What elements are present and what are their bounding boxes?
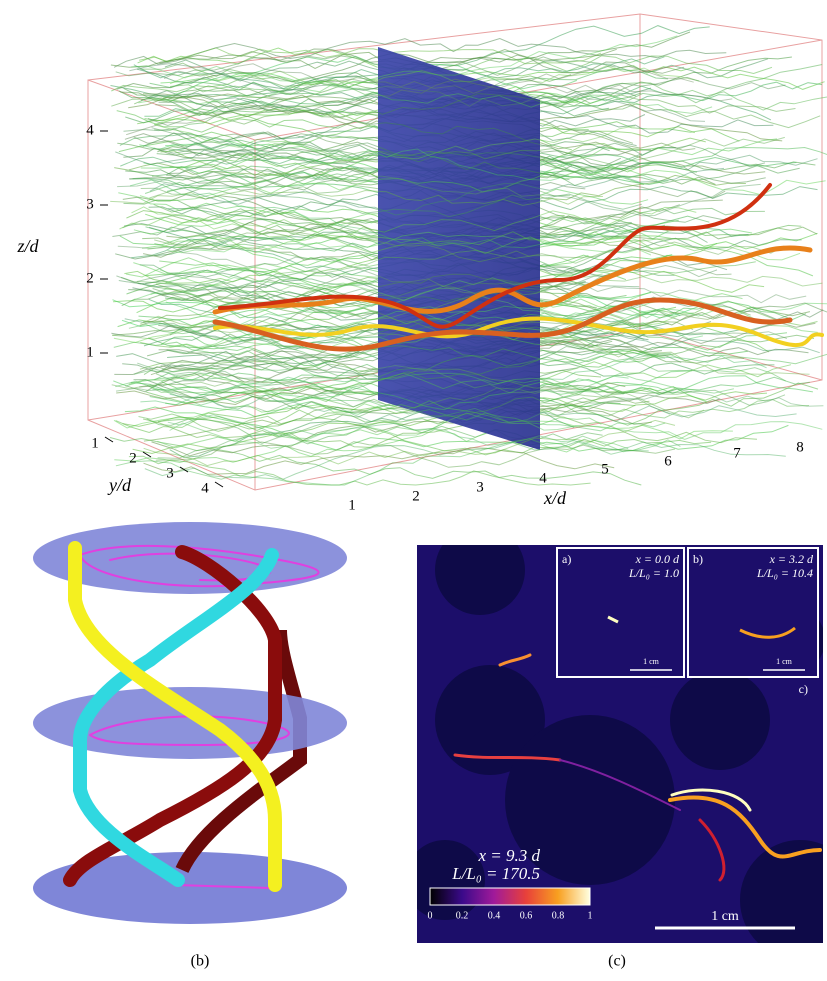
obstacle xyxy=(435,525,525,615)
panel-b: (b) xyxy=(33,522,347,970)
figure: z/d 1 2 3 4 1 2 3 4 y/d 1 2 3 4 5 6 7 8 … xyxy=(0,0,827,976)
z-tick-label: 4 xyxy=(86,122,94,138)
colorbar-tick-label: 0 xyxy=(428,910,433,921)
x-axis-label: x/d xyxy=(543,488,567,508)
z-tick-label: 1 xyxy=(86,344,94,360)
main-stretch: L/L₀ = 170.5 xyxy=(451,864,540,883)
colorbar-tick-label: 0.8 xyxy=(552,910,565,921)
panel-tag: c) xyxy=(799,682,808,696)
x-tick-label: 8 xyxy=(796,439,804,455)
inset-stretch: L/L₀ = 10.4 xyxy=(756,566,813,580)
x-tick-label: 6 xyxy=(664,453,672,469)
scale-label: 1 cm xyxy=(711,909,739,924)
main-position: x = 9.3 d xyxy=(477,846,540,865)
caption: (c) xyxy=(608,953,626,970)
y-tick-label: 2 xyxy=(129,450,137,466)
z-tick-label: 3 xyxy=(86,196,94,212)
colorbar-tick-label: 0.2 xyxy=(456,910,469,921)
inset-stretch: L/L₀ = 1.0 xyxy=(628,566,679,580)
inset-tag: a) xyxy=(562,552,571,566)
x-tick-label: 5 xyxy=(601,461,609,477)
z-axis-label: z/d xyxy=(16,236,39,256)
y-tick xyxy=(215,482,223,487)
inset-position: x = 0.0 d xyxy=(635,552,680,566)
inset-tag: b) xyxy=(693,552,703,566)
colorbar-tick-label: 0.4 xyxy=(488,910,501,921)
panel-c: a) x = 0.0 d L/L₀ = 1.0 1 cm b) x = 3.2 … xyxy=(405,525,827,970)
colorbar xyxy=(430,888,590,905)
obstacle xyxy=(670,670,770,770)
y-tick-label: 4 xyxy=(201,480,209,496)
y-tick-label: 3 xyxy=(166,465,174,481)
caption: (b) xyxy=(191,953,210,970)
x-tick-label: 1 xyxy=(348,497,356,513)
inset-scale: 1 cm xyxy=(643,657,660,666)
colorbar-tick-label: 1 xyxy=(588,910,593,921)
colorbar-tick-label: 0.6 xyxy=(520,910,533,921)
y-axis-label: y/d xyxy=(107,475,132,495)
inset-position: x = 3.2 d xyxy=(769,552,814,566)
x-tick-label: 2 xyxy=(412,488,420,504)
y-tick-label: 1 xyxy=(91,435,99,451)
x-tick-label: 7 xyxy=(733,445,741,461)
x-tick-label: 3 xyxy=(476,479,484,495)
inset-scale: 1 cm xyxy=(776,657,793,666)
x-tick-label: 4 xyxy=(539,470,547,486)
z-tick-label: 2 xyxy=(86,270,94,286)
